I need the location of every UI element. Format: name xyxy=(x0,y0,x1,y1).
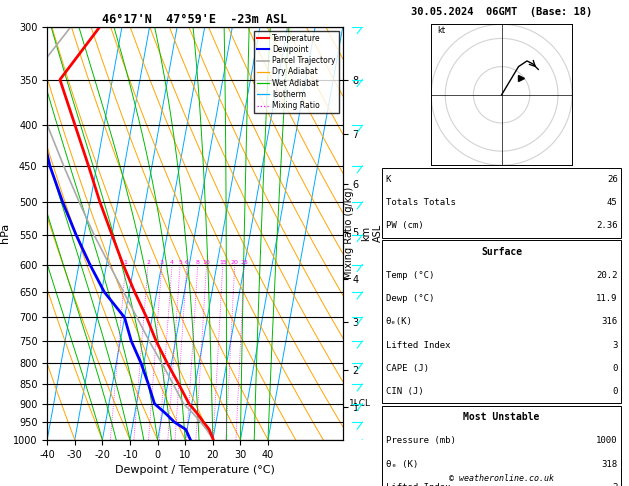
Text: 8: 8 xyxy=(196,260,200,264)
Text: 15: 15 xyxy=(219,260,226,264)
Text: Most Unstable: Most Unstable xyxy=(464,413,540,422)
Text: © weatheronline.co.uk: © weatheronline.co.uk xyxy=(449,474,554,483)
Legend: Temperature, Dewpoint, Parcel Trajectory, Dry Adiabat, Wet Adiabat, Isotherm, Mi: Temperature, Dewpoint, Parcel Trajectory… xyxy=(254,31,339,113)
Text: Totals Totals: Totals Totals xyxy=(386,198,455,207)
Text: 11.9: 11.9 xyxy=(596,294,618,303)
Text: 4: 4 xyxy=(170,260,174,264)
Text: Dewp (°C): Dewp (°C) xyxy=(386,294,434,303)
Text: 3: 3 xyxy=(612,341,618,349)
Text: 0: 0 xyxy=(612,364,618,373)
Text: 0: 0 xyxy=(612,387,618,396)
Text: 3: 3 xyxy=(160,260,164,264)
Text: Surface: Surface xyxy=(481,247,522,257)
Text: 316: 316 xyxy=(601,317,618,326)
Text: Temp (°C): Temp (°C) xyxy=(386,271,434,279)
Text: Lifted Index: Lifted Index xyxy=(386,341,450,349)
Text: 318: 318 xyxy=(601,460,618,469)
Text: 20: 20 xyxy=(231,260,238,264)
Text: θₑ(K): θₑ(K) xyxy=(386,317,413,326)
Text: 5: 5 xyxy=(178,260,182,264)
Text: θₑ (K): θₑ (K) xyxy=(386,460,418,469)
Text: 45: 45 xyxy=(607,198,618,207)
Text: 26: 26 xyxy=(607,175,618,184)
Text: 2.36: 2.36 xyxy=(596,222,618,230)
Text: 1LCL: 1LCL xyxy=(348,399,370,408)
Text: Lifted Index: Lifted Index xyxy=(386,483,450,486)
Text: CAPE (J): CAPE (J) xyxy=(386,364,428,373)
Text: CIN (J): CIN (J) xyxy=(386,387,423,396)
X-axis label: Dewpoint / Temperature (°C): Dewpoint / Temperature (°C) xyxy=(115,465,275,475)
Title: 46°17'N  47°59'E  -23m ASL: 46°17'N 47°59'E -23m ASL xyxy=(103,13,287,26)
Text: 20.2: 20.2 xyxy=(596,271,618,279)
Text: kt: kt xyxy=(437,26,445,35)
Text: K: K xyxy=(386,175,391,184)
Text: Mixing Ratio (g/kg): Mixing Ratio (g/kg) xyxy=(344,187,354,279)
Text: PW (cm): PW (cm) xyxy=(386,222,423,230)
Text: 6: 6 xyxy=(185,260,189,264)
Y-axis label: km
ASL: km ASL xyxy=(362,224,383,243)
Text: 10: 10 xyxy=(203,260,210,264)
Text: Pressure (mb): Pressure (mb) xyxy=(386,436,455,445)
Text: 30.05.2024  06GMT  (Base: 18): 30.05.2024 06GMT (Base: 18) xyxy=(411,7,593,17)
Text: 1000: 1000 xyxy=(596,436,618,445)
Text: 2: 2 xyxy=(146,260,150,264)
Y-axis label: hPa: hPa xyxy=(0,223,10,243)
Text: 2: 2 xyxy=(612,483,618,486)
Text: 1: 1 xyxy=(124,260,128,264)
Text: 25: 25 xyxy=(240,260,248,264)
